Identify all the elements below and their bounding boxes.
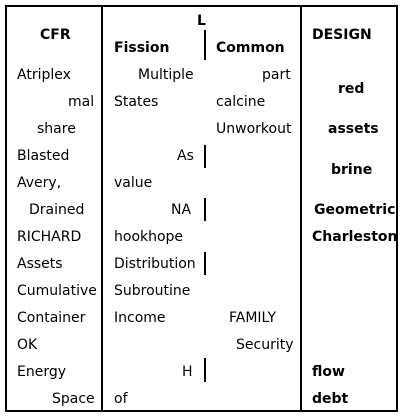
- design-cell: debt: [312, 391, 349, 407]
- header-l: L: [197, 13, 206, 29]
- fission-cell: NA: [171, 202, 192, 218]
- cfr-cell: Cumulative: [17, 283, 97, 299]
- cfr-cell: share: [37, 121, 76, 137]
- design-cell: red: [338, 81, 365, 97]
- cfr-cell: Container: [17, 310, 86, 326]
- fission-cell: H: [182, 364, 193, 380]
- design-cell: Charleston: [312, 229, 398, 245]
- rule-segment: [204, 145, 206, 168]
- cfr-cell: Energy: [17, 364, 67, 380]
- rule-segment: [204, 358, 206, 382]
- fission-cell: hookhope: [114, 229, 184, 245]
- design-cell: brine: [331, 162, 373, 178]
- cfr-cell: Blasted: [17, 148, 70, 164]
- cfr-cell: Atriplex: [17, 67, 71, 83]
- cfr-cell: RICHARD: [17, 229, 82, 245]
- fission-cell: As: [177, 148, 194, 164]
- common-cell: Unworkout: [216, 121, 292, 137]
- design-cell: Geometric: [314, 202, 396, 218]
- fission-cell: value: [114, 175, 153, 191]
- column-divider-1: [101, 5, 103, 412]
- rule-segment: [204, 252, 206, 275]
- header-design: DESIGN: [312, 27, 372, 43]
- fission-cell: Distribution: [114, 256, 196, 272]
- table-frame: [5, 5, 398, 412]
- rule-segment: [204, 30, 206, 60]
- cfr-cell: Space: [52, 391, 95, 407]
- design-cell: flow: [312, 364, 345, 380]
- cfr-cell: OK: [17, 337, 38, 353]
- common-cell: FAMILY: [229, 310, 277, 326]
- design-cell: assets: [328, 121, 379, 137]
- header-common: Common: [216, 40, 285, 56]
- fission-cell: Income: [114, 310, 166, 326]
- fission-cell: Subroutine: [114, 283, 191, 299]
- cfr-cell: mal: [68, 94, 95, 110]
- fission-cell: States: [114, 94, 159, 110]
- common-cell: Security: [236, 337, 294, 353]
- cfr-cell: Drained: [29, 202, 85, 218]
- column-divider-2: [300, 5, 302, 412]
- rule-segment: [204, 198, 206, 221]
- fission-cell: of: [114, 391, 128, 407]
- header-fission: Fission: [114, 40, 170, 56]
- common-cell: calcine: [216, 94, 266, 110]
- cfr-cell: Assets: [17, 256, 63, 272]
- common-cell: part: [262, 67, 291, 83]
- header-cfr: CFR: [40, 27, 71, 43]
- fission-cell: Multiple: [138, 67, 194, 83]
- cfr-cell: Avery,: [17, 175, 62, 191]
